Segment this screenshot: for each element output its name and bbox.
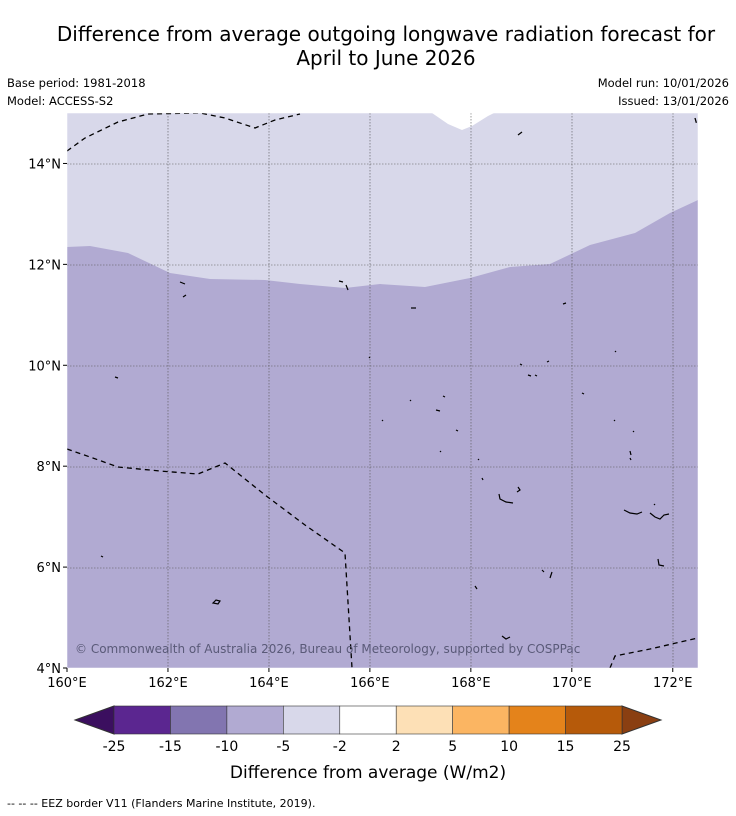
colorbar-over-arrow	[621, 705, 663, 735]
longitude-axis: 160°E 162°E 164°E 166°E 168°E 170°E 172°E	[47, 668, 693, 691]
model-run: Model run: 10/01/2026	[597, 76, 729, 90]
meta-left: Base period: 1981-2018 Model: ACCESS-S2	[7, 76, 146, 112]
eez-borders	[67, 113, 698, 668]
base-period: Base period: 1981-2018	[7, 76, 146, 90]
colorbar-band	[170, 705, 228, 735]
lat-tick-label: 10°N	[28, 359, 61, 374]
lat-tick-label: 8°N	[37, 460, 62, 475]
colorbar-band	[226, 705, 284, 735]
copyright-notice: © Commonwealth of Australia 2026, Bureau…	[75, 642, 580, 656]
meta-right: Model run: 10/01/2026 Issued: 13/01/2026	[598, 76, 729, 112]
gridlines	[67, 113, 698, 668]
latitude-axis: 4°N 6°N 8°N 10°N 12°N 14°N	[28, 157, 67, 677]
colorbar-label: 15	[557, 739, 575, 755]
lon-tick-label: 164°E	[249, 676, 289, 691]
colorbar-label: -15	[159, 739, 182, 755]
lon-tick-label: 166°E	[350, 676, 390, 691]
title-line-1: Difference from average outgoing longwav…	[56, 22, 716, 46]
lon-tick-label: 172°E	[653, 676, 693, 691]
issued-date: Issued: 13/01/2026	[618, 94, 729, 108]
colorbar-under-arrow	[73, 705, 115, 735]
lat-tick-label: 4°N	[37, 662, 62, 677]
islands	[100, 131, 670, 640]
colorbar-band	[508, 705, 566, 735]
lat-tick-label: 12°N	[28, 258, 61, 273]
lon-tick-label: 168°E	[451, 676, 491, 691]
colorbar-label: 25	[613, 739, 631, 755]
colorbar-band	[339, 705, 397, 735]
map-area: © Commonwealth of Australia 2026, Bureau…	[67, 113, 698, 668]
colorbar-label: -10	[215, 739, 238, 755]
neutral-notch	[432, 113, 494, 130]
lat-tick-label: 14°N	[28, 157, 61, 172]
colorbar-labels: -25 -15 -10 -5 -2 2 5 10 15 25	[103, 739, 631, 755]
eez-legend-note: -- -- -- EEZ border V11 (Flanders Marine…	[7, 797, 316, 810]
colorbar-label: -5	[276, 739, 290, 755]
colorbar-band	[113, 705, 171, 735]
anomaly-region-minus10-minus5	[67, 200, 698, 668]
colorbar-bands	[113, 705, 623, 735]
colorbar-title: Difference from average (W/m2)	[230, 763, 506, 783]
colorbar-label: 5	[448, 739, 457, 755]
colorbar-label: 10	[500, 739, 518, 755]
map-frame	[66, 112, 699, 669]
lon-tick-label: 160°E	[47, 676, 87, 691]
colorbar-band	[283, 705, 341, 735]
colorbar-label: 2	[392, 739, 401, 755]
lon-tick-label: 170°E	[552, 676, 592, 691]
title-line-2: April to June 2026	[296, 46, 476, 70]
colorbar-label: -2	[333, 739, 347, 755]
colorbar-band	[395, 705, 453, 735]
chart-title: Difference from average outgoing longwav…	[0, 22, 736, 70]
colorbar-band	[452, 705, 510, 735]
colorbar-label: -25	[103, 739, 126, 755]
model-name: Model: ACCESS-S2	[7, 94, 114, 108]
map-figure: © Commonwealth of Australia 2026, Bureau…	[28, 112, 699, 783]
lat-tick-label: 6°N	[37, 561, 62, 576]
colorbar-band	[565, 705, 623, 735]
colorbar: -25 -15 -10 -5 -2 2 5 10 15 25 Difference from av…	[73, 705, 663, 783]
lon-tick-label: 162°E	[148, 676, 188, 691]
